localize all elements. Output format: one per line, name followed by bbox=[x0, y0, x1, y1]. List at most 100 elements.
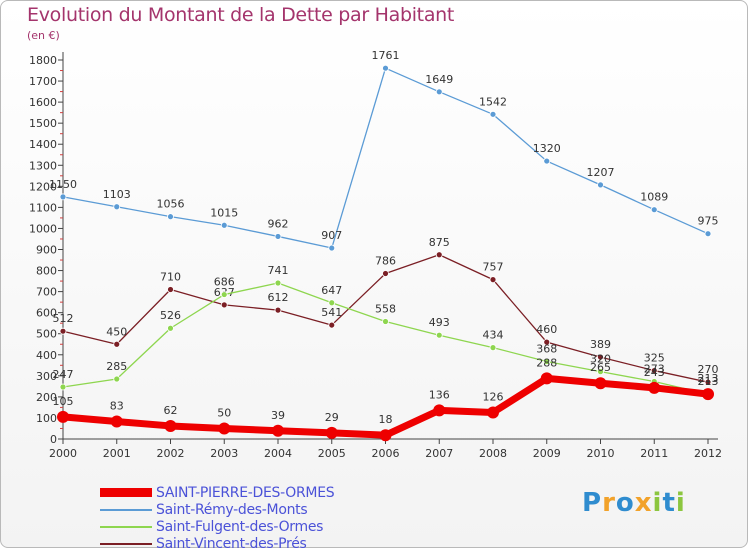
logo-letter: r bbox=[602, 488, 616, 518]
data-point bbox=[220, 301, 228, 309]
data-point bbox=[167, 286, 174, 293]
data-point bbox=[274, 233, 282, 240]
data-point bbox=[113, 340, 121, 348]
x-tick-label: 2006 bbox=[372, 447, 400, 460]
data-label: 213 bbox=[698, 372, 719, 385]
data-label: 757 bbox=[483, 261, 504, 274]
data-label: 389 bbox=[590, 338, 611, 351]
data-point bbox=[220, 221, 228, 229]
y-tick-label: 200 bbox=[36, 391, 57, 404]
data-label: 975 bbox=[698, 215, 719, 228]
data-label: 126 bbox=[483, 390, 504, 403]
data-point bbox=[57, 410, 69, 423]
x-tick-label: 2011 bbox=[640, 447, 668, 460]
data-label: 1649 bbox=[425, 73, 453, 86]
data-point bbox=[435, 88, 443, 96]
x-tick-label: 2008 bbox=[479, 447, 507, 460]
data-point bbox=[167, 324, 174, 332]
data-point bbox=[435, 251, 443, 259]
data-point bbox=[650, 367, 658, 374]
data-point bbox=[110, 415, 123, 428]
legend-swatch bbox=[100, 508, 152, 511]
x-tick-label: 2000 bbox=[49, 447, 77, 460]
y-tick-label: 900 bbox=[36, 244, 57, 257]
data-label: 136 bbox=[429, 388, 450, 401]
data-point bbox=[59, 383, 67, 391]
data-point bbox=[489, 344, 497, 352]
data-label: 368 bbox=[536, 343, 557, 356]
x-tick-label: 2002 bbox=[157, 447, 185, 460]
data-point bbox=[543, 358, 551, 365]
y-tick-label: 1100 bbox=[29, 201, 57, 214]
data-label: 83 bbox=[110, 400, 124, 413]
logo-letter: i bbox=[675, 488, 686, 518]
y-tick-label: 1700 bbox=[29, 75, 57, 88]
y-tick-label: 1000 bbox=[29, 222, 57, 235]
unit-label: (en €) bbox=[27, 29, 60, 42]
data-point bbox=[59, 327, 67, 335]
data-label: 450 bbox=[106, 325, 127, 338]
data-label: 273 bbox=[644, 363, 665, 376]
y-tick-label: 1600 bbox=[29, 96, 57, 109]
y-tick-label: 100 bbox=[36, 412, 57, 425]
data-label: 50 bbox=[217, 406, 231, 419]
data-label: 18 bbox=[379, 413, 393, 426]
data-point bbox=[328, 299, 336, 307]
data-label: 1761 bbox=[372, 49, 400, 62]
data-point bbox=[704, 378, 712, 386]
data-point bbox=[702, 388, 714, 401]
data-point bbox=[594, 377, 607, 390]
series-line-saint-pierre-des-ormes bbox=[62, 374, 709, 439]
x-tick-label: 2004 bbox=[264, 447, 292, 460]
data-label: 434 bbox=[483, 329, 504, 342]
data-point bbox=[274, 279, 282, 287]
data-point bbox=[487, 406, 499, 419]
data-label: 741 bbox=[268, 264, 289, 277]
x-tick-label: 2005 bbox=[318, 447, 346, 460]
legend-label: Saint-Vincent-des-Prés bbox=[156, 535, 307, 552]
logo-letter: x bbox=[634, 488, 653, 518]
legend-label: Saint-Rémy-des-Monts bbox=[156, 501, 308, 518]
legend: SAINT-PIERRE-DES-ORMES Saint-Rémy-des-Mon… bbox=[100, 484, 335, 552]
y-tick-label: 0 bbox=[50, 433, 57, 446]
y-tick-label: 1300 bbox=[29, 159, 57, 172]
legend-label: Saint-Fulgent-des-Ormes bbox=[156, 518, 324, 535]
data-point bbox=[597, 181, 604, 189]
data-label: 1056 bbox=[157, 198, 185, 211]
data-label: 320 bbox=[590, 353, 611, 366]
data-label: 1103 bbox=[103, 188, 131, 201]
data-label: 29 bbox=[325, 411, 339, 424]
y-tick-label: 500 bbox=[36, 328, 57, 341]
data-label: 270 bbox=[698, 363, 719, 376]
y-tick-label: 700 bbox=[36, 286, 57, 299]
data-label: 493 bbox=[429, 316, 450, 329]
chart-title: Evolution du Montant de la Dette par Hab… bbox=[27, 4, 455, 26]
legend-label: SAINT-PIERRE-DES-ORMES bbox=[156, 484, 335, 501]
data-point bbox=[543, 157, 551, 165]
x-tick-label: 2001 bbox=[103, 447, 131, 460]
data-label: 265 bbox=[590, 361, 611, 374]
logo-letter: P bbox=[582, 488, 603, 518]
logo-letter: o bbox=[615, 488, 635, 518]
data-point bbox=[435, 331, 443, 339]
data-label: 786 bbox=[375, 255, 396, 268]
legend-item: Saint-Vincent-des-Prés bbox=[100, 535, 334, 552]
data-point bbox=[328, 244, 336, 252]
data-point bbox=[704, 230, 712, 238]
data-label: 1542 bbox=[479, 95, 507, 108]
data-label: 213 bbox=[698, 375, 719, 388]
data-point bbox=[597, 353, 604, 361]
x-tick-label: 2012 bbox=[694, 447, 722, 460]
data-label: 243 bbox=[644, 366, 665, 379]
data-label: 325 bbox=[644, 352, 665, 365]
data-label: 1150 bbox=[49, 178, 77, 191]
legend-swatch bbox=[100, 542, 152, 545]
data-point bbox=[274, 306, 282, 314]
data-label: 1015 bbox=[210, 206, 238, 219]
data-label: 512 bbox=[53, 312, 74, 325]
data-point bbox=[543, 338, 551, 346]
data-point bbox=[328, 321, 336, 329]
legend-item: SAINT-PIERRE-DES-ORMES bbox=[100, 484, 335, 501]
y-tick-label: 1200 bbox=[29, 180, 57, 193]
